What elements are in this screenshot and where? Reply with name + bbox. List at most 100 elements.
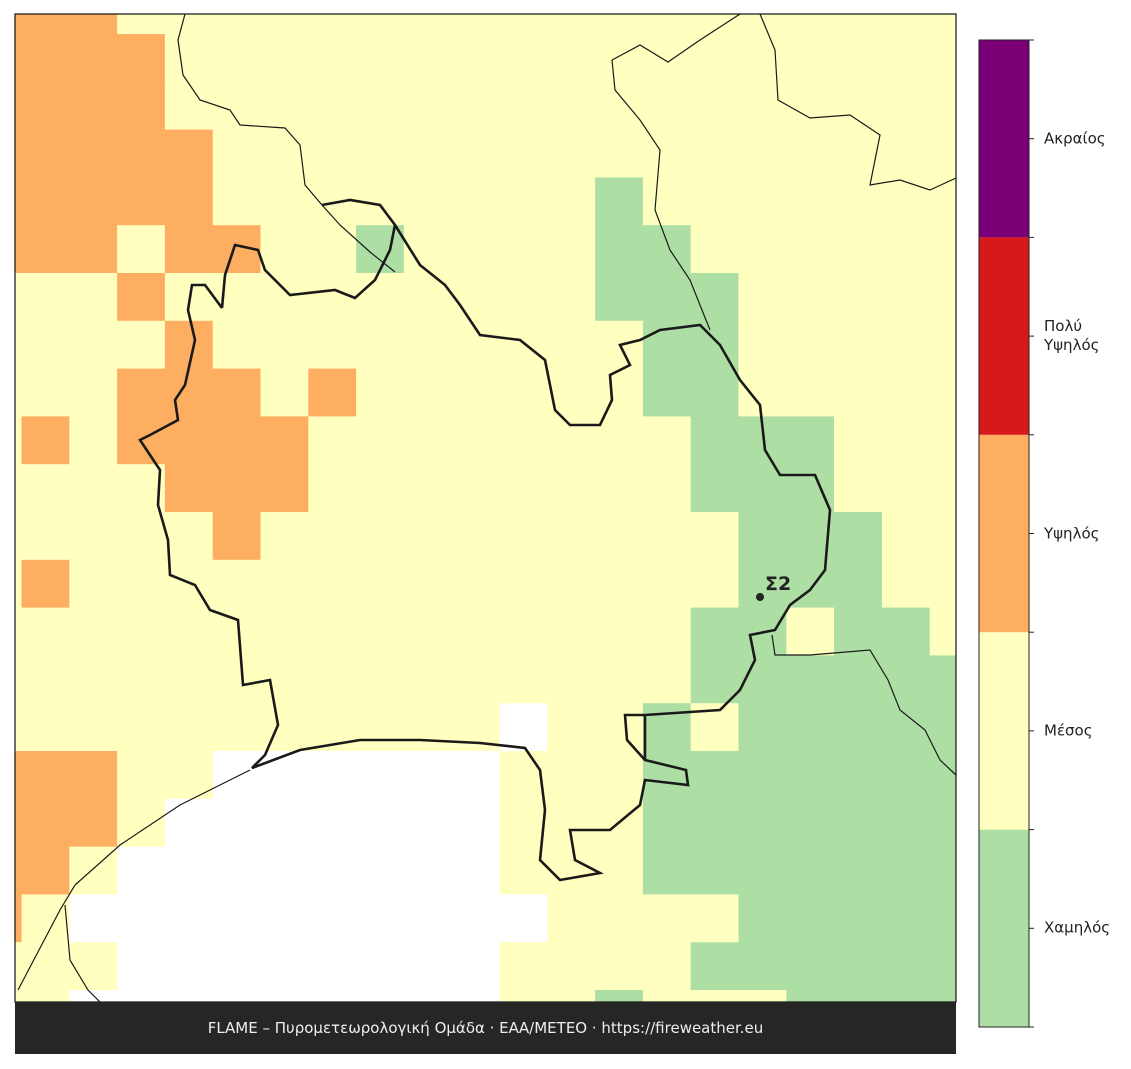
raster-cell bbox=[308, 464, 357, 513]
raster-cell bbox=[212, 368, 261, 417]
raster-cell bbox=[786, 559, 835, 609]
raster-cell bbox=[881, 894, 931, 943]
raster-cell bbox=[738, 34, 787, 83]
raster-cell bbox=[212, 273, 261, 322]
raster-cell bbox=[499, 177, 548, 226]
raster-cell bbox=[499, 14, 548, 35]
raster-cell bbox=[595, 14, 644, 35]
raster-cell bbox=[356, 14, 405, 35]
raster-cell bbox=[642, 846, 692, 895]
raster-cell bbox=[547, 990, 596, 1002]
raster-cell bbox=[356, 990, 405, 1002]
legend-label: Υψηλός bbox=[1044, 524, 1100, 542]
raster-cell bbox=[260, 990, 309, 1002]
raster-cell bbox=[929, 798, 956, 848]
raster-cell bbox=[929, 607, 956, 656]
raster-cell bbox=[117, 703, 166, 752]
raster-cell bbox=[881, 512, 931, 561]
raster-cell bbox=[260, 894, 309, 943]
raster-cell bbox=[117, 751, 166, 800]
raster-cell bbox=[69, 512, 118, 561]
raster-cell bbox=[834, 81, 883, 131]
raster-cell bbox=[451, 416, 500, 465]
raster-cell bbox=[595, 81, 644, 131]
raster-cell bbox=[786, 34, 835, 83]
raster-cell bbox=[403, 559, 453, 609]
raster-cell bbox=[786, 81, 835, 131]
raster-cell bbox=[547, 607, 596, 656]
raster-cell bbox=[642, 225, 692, 274]
raster-cell bbox=[881, 990, 931, 1002]
raster-cell bbox=[15, 942, 22, 991]
raster-cell bbox=[260, 751, 309, 800]
raster-cell bbox=[403, 846, 453, 895]
raster-cell bbox=[738, 559, 787, 609]
raster-cell bbox=[403, 703, 453, 752]
raster-cell bbox=[642, 368, 692, 417]
raster-cell bbox=[499, 798, 548, 848]
raster-cell bbox=[117, 225, 166, 274]
raster-cell bbox=[308, 416, 357, 465]
raster-cell bbox=[451, 81, 500, 131]
raster-cell bbox=[595, 559, 644, 609]
raster-cell bbox=[881, 177, 931, 226]
raster-cell bbox=[308, 368, 357, 417]
raster-cell bbox=[356, 798, 405, 848]
raster-cell bbox=[499, 942, 548, 991]
raster-cell bbox=[15, 464, 22, 513]
raster-cell bbox=[929, 177, 956, 226]
raster-cell bbox=[356, 81, 405, 131]
raster-cell bbox=[690, 607, 739, 656]
raster-cell bbox=[786, 225, 835, 274]
raster-cell bbox=[117, 846, 166, 895]
raster-cell bbox=[356, 751, 405, 800]
raster-cell bbox=[690, 81, 739, 131]
raster-cell bbox=[834, 225, 883, 274]
raster-cell bbox=[356, 512, 405, 561]
raster-cell bbox=[738, 273, 787, 322]
raster-cell bbox=[786, 177, 835, 226]
raster-cell bbox=[260, 703, 309, 752]
raster-cell bbox=[451, 129, 500, 178]
raster-cell bbox=[690, 942, 739, 991]
raster-cell bbox=[212, 34, 261, 83]
raster-cell bbox=[403, 320, 453, 370]
raster-cell bbox=[547, 34, 596, 83]
raster-cell bbox=[212, 990, 261, 1002]
raster-cell bbox=[595, 464, 644, 513]
raster-cell bbox=[690, 34, 739, 83]
raster-cell bbox=[499, 273, 548, 322]
raster-cell bbox=[642, 512, 692, 561]
raster-cell bbox=[117, 368, 166, 417]
raster-cell bbox=[547, 559, 596, 609]
raster-cell bbox=[642, 607, 692, 656]
raster-cell bbox=[881, 34, 931, 83]
raster-cell bbox=[929, 416, 956, 465]
raster-cell bbox=[642, 464, 692, 513]
raster-cell bbox=[21, 464, 70, 513]
raster-cell bbox=[117, 273, 166, 322]
raster-cell bbox=[69, 368, 118, 417]
raster-cell bbox=[595, 846, 644, 895]
raster-cell bbox=[15, 129, 22, 178]
raster-cell bbox=[499, 464, 548, 513]
raster-cell bbox=[881, 846, 931, 895]
raster-cell bbox=[117, 655, 166, 704]
raster-cell bbox=[117, 607, 166, 656]
raster-cell bbox=[834, 655, 883, 704]
raster-cell bbox=[690, 177, 739, 226]
raster-cell bbox=[164, 464, 214, 513]
raster-cell bbox=[595, 751, 644, 800]
raster-cell bbox=[929, 464, 956, 513]
raster-cell bbox=[881, 751, 931, 800]
raster-cell bbox=[786, 798, 835, 848]
raster-cell bbox=[117, 81, 166, 131]
raster-cell bbox=[69, 703, 118, 752]
raster-cell bbox=[164, 703, 214, 752]
raster-cell bbox=[212, 14, 261, 35]
raster-cell bbox=[738, 177, 787, 226]
raster-cell bbox=[738, 368, 787, 417]
raster-cell bbox=[929, 81, 956, 131]
raster-cell bbox=[356, 894, 405, 943]
raster-cell bbox=[642, 129, 692, 178]
